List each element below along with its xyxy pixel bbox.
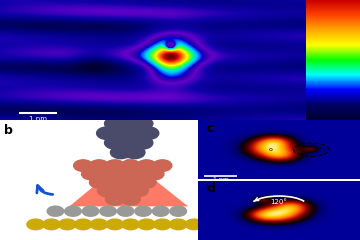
Text: 1 nm: 1 nm	[213, 177, 229, 182]
Circle shape	[154, 219, 171, 230]
Circle shape	[74, 160, 93, 171]
Text: 1 nm: 1 nm	[29, 116, 47, 122]
Circle shape	[124, 146, 145, 159]
Circle shape	[98, 185, 116, 197]
Circle shape	[170, 219, 187, 230]
Circle shape	[152, 206, 169, 216]
Circle shape	[47, 206, 64, 216]
Circle shape	[185, 219, 203, 230]
Circle shape	[145, 168, 164, 180]
Circle shape	[124, 127, 145, 139]
Circle shape	[98, 168, 116, 180]
Circle shape	[82, 168, 100, 180]
Circle shape	[105, 193, 124, 205]
Circle shape	[118, 117, 139, 130]
Text: o: o	[269, 147, 273, 152]
Text: c: c	[206, 122, 213, 135]
Circle shape	[137, 160, 156, 171]
Circle shape	[104, 137, 125, 149]
Circle shape	[111, 146, 131, 159]
Circle shape	[111, 127, 131, 139]
Text: b: b	[4, 124, 13, 137]
Circle shape	[170, 206, 186, 216]
Circle shape	[129, 185, 148, 197]
Circle shape	[138, 219, 155, 230]
Circle shape	[117, 206, 134, 216]
Polygon shape	[69, 158, 188, 206]
Circle shape	[105, 177, 124, 188]
Circle shape	[113, 185, 132, 197]
Circle shape	[100, 206, 116, 216]
Circle shape	[104, 117, 125, 130]
Circle shape	[132, 117, 153, 130]
Circle shape	[59, 219, 76, 230]
Circle shape	[132, 137, 153, 149]
Circle shape	[82, 206, 99, 216]
Circle shape	[121, 160, 140, 171]
Circle shape	[96, 127, 117, 139]
Text: Low: Low	[325, 125, 341, 134]
Circle shape	[138, 127, 159, 139]
Circle shape	[105, 160, 124, 171]
Circle shape	[27, 219, 44, 230]
Circle shape	[90, 219, 108, 230]
Circle shape	[137, 177, 156, 188]
Circle shape	[121, 193, 140, 205]
Circle shape	[65, 206, 81, 216]
Circle shape	[90, 160, 108, 171]
Circle shape	[153, 160, 172, 171]
Circle shape	[90, 177, 108, 188]
Circle shape	[75, 219, 92, 230]
Circle shape	[118, 137, 139, 149]
Circle shape	[121, 177, 140, 188]
Circle shape	[106, 219, 123, 230]
Circle shape	[113, 168, 132, 180]
Circle shape	[135, 206, 152, 216]
Text: 120°: 120°	[271, 199, 287, 205]
Circle shape	[122, 219, 139, 230]
Circle shape	[129, 168, 148, 180]
Circle shape	[43, 219, 60, 230]
Text: d: d	[206, 182, 215, 195]
